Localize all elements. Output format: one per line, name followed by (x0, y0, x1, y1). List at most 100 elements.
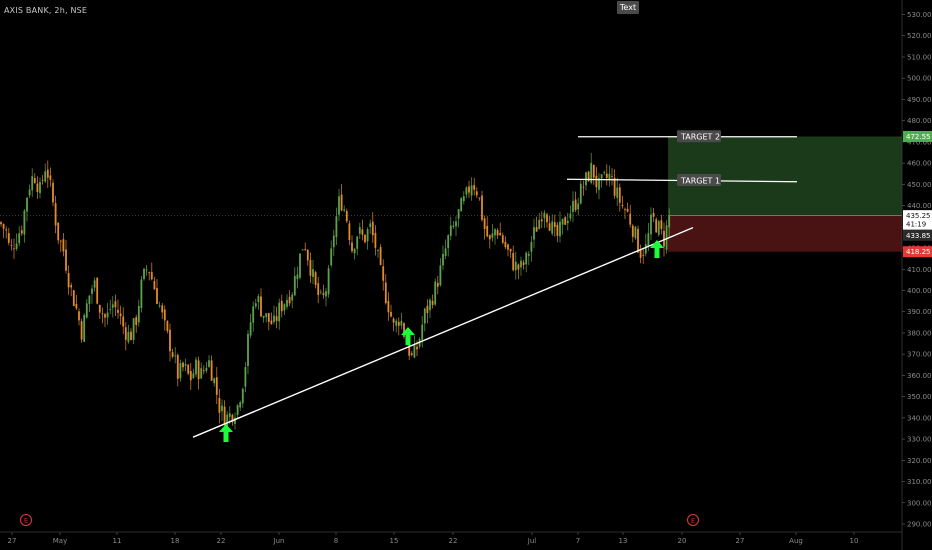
y-tick-label: 340.00 (907, 414, 932, 422)
candle-body (304, 248, 307, 250)
candle-body (442, 253, 444, 266)
candle-body (470, 185, 473, 196)
candle-body (585, 172, 587, 186)
candle-body (192, 373, 195, 378)
candle-body (410, 353, 413, 355)
candle-body (434, 281, 437, 305)
candle-body (613, 177, 616, 196)
candle-body (88, 295, 91, 304)
earnings-marker[interactable]: E (687, 514, 699, 526)
candle-body (163, 309, 166, 321)
candle-body (215, 377, 218, 395)
candle-body (325, 291, 327, 297)
candle-body (127, 331, 130, 343)
candle-body (429, 299, 431, 311)
candle-body (161, 305, 164, 313)
y-tick-label: 480.00 (907, 117, 932, 125)
candle-body (426, 305, 429, 314)
candle-body (494, 229, 496, 236)
candle-body (15, 243, 18, 249)
stop-zone[interactable] (668, 215, 902, 252)
candle-body (455, 221, 457, 227)
candle-body (345, 211, 348, 222)
x-tick-label: 27 (736, 537, 745, 545)
candle-body (145, 269, 148, 271)
candle-body (444, 248, 447, 256)
y-tick-label: 450.00 (907, 181, 932, 189)
candle-body (668, 215, 671, 228)
candle-body (590, 162, 593, 183)
x-tick-label: 15 (390, 537, 399, 545)
y-tick-label: 520.00 (907, 32, 932, 40)
candle-body (78, 311, 80, 321)
candle-body (356, 236, 359, 249)
support-trendline[interactable] (192, 226, 694, 438)
candle-body (501, 235, 504, 243)
symbol-label: AXIS BANK, 2h, NSE (4, 6, 88, 15)
candle-body (7, 233, 10, 243)
candle-body (283, 304, 286, 311)
price-tag: 418.25 (903, 246, 932, 258)
candle-body (408, 342, 411, 356)
candle-body (267, 313, 270, 322)
candle-body (5, 229, 8, 231)
candle-body (369, 223, 372, 227)
time-axis[interactable]: 27 May 11 18 22 Jun 8 15 22 Jul 7 13 20 27 Aug 10 E E (0, 514, 902, 546)
candle-body (642, 255, 645, 256)
candle-body (496, 230, 499, 236)
candle-body (382, 266, 385, 281)
target-2-label-bg (677, 130, 721, 143)
candle-body (286, 299, 288, 307)
candle-body (366, 229, 369, 242)
candle-body (28, 189, 31, 196)
candle-body (457, 209, 460, 219)
y-tick-label: 490.00 (907, 96, 932, 104)
candle-body (301, 249, 304, 251)
candle-body (332, 235, 335, 248)
candle-body (551, 221, 554, 234)
candle-body (343, 209, 346, 211)
candle-body (174, 355, 177, 357)
candle-body (200, 368, 203, 379)
candle-body (340, 194, 343, 211)
y-tick-label: 300.00 (907, 499, 932, 507)
candle-body (335, 216, 338, 237)
candle-body (299, 253, 301, 278)
price-tag-value: 433.85 (906, 232, 931, 240)
price-tag: 433.85 (903, 229, 932, 241)
candle-body (228, 413, 231, 417)
candle-body (338, 196, 340, 215)
candle-body (348, 223, 351, 241)
candle-body (416, 346, 418, 350)
candle-body (254, 303, 257, 307)
candle-body (91, 288, 93, 294)
candle-body (135, 317, 138, 325)
target-1-label[interactable]: TARGET 1 (677, 174, 721, 187)
earnings-marker[interactable]: E (20, 514, 32, 526)
candle-body (187, 364, 190, 374)
candle-body (481, 195, 483, 220)
candle-body (208, 360, 210, 367)
candle-body (75, 303, 78, 309)
candle-body (197, 360, 200, 380)
candle-body (10, 245, 13, 246)
target-2-label-text: TARGET 2 (680, 133, 720, 142)
up-arrow-icon (650, 240, 664, 258)
candle-body (553, 222, 556, 227)
price-tag-bg (903, 229, 932, 241)
candle-body (371, 221, 374, 236)
x-tick-label: 13 (619, 537, 628, 545)
candle-body (236, 405, 239, 416)
candle-body (83, 314, 86, 342)
candle-body (218, 397, 221, 413)
candle-body (514, 261, 517, 271)
text-tool-button[interactable]: Text (617, 1, 639, 14)
target-2-label[interactable]: TARGET 2 (677, 130, 721, 143)
drawings-layer: TARGET 2 TARGET 1 (192, 130, 798, 442)
candle-body (195, 359, 197, 375)
price-axis[interactable]: 290.00 300.00 310.00 320.00 330.00 340.00 350.… (901, 0, 932, 550)
candle-body (143, 268, 145, 280)
x-tick-label: 8 (334, 537, 338, 545)
